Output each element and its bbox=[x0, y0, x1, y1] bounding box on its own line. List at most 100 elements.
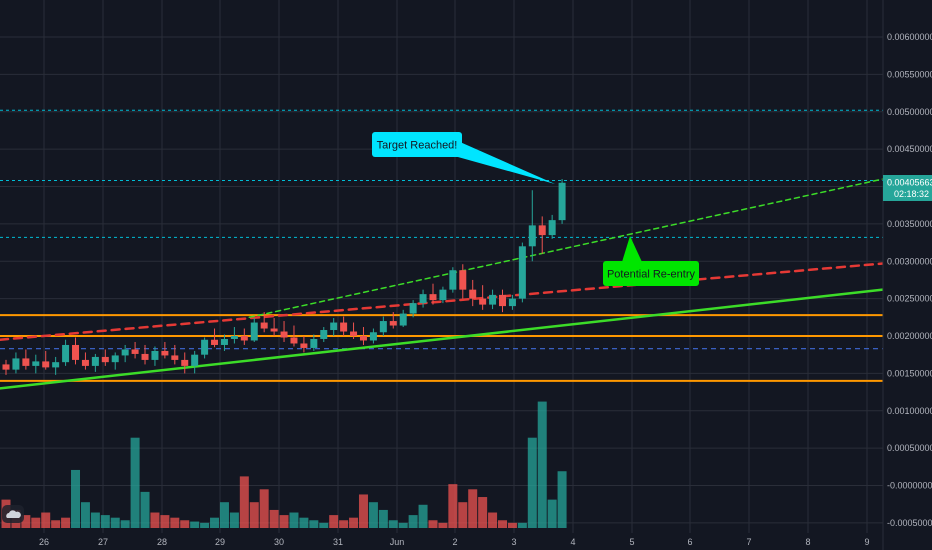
volume-bar bbox=[478, 497, 488, 528]
volume-bar bbox=[378, 509, 388, 528]
target-callout-box[interactable] bbox=[372, 132, 462, 157]
candle-body bbox=[12, 358, 20, 370]
candle-body bbox=[280, 331, 288, 338]
volume-bar bbox=[210, 517, 220, 528]
time-tick-label: 31 bbox=[333, 537, 343, 547]
volume-bar bbox=[299, 517, 309, 528]
candle-body bbox=[260, 322, 268, 329]
volume-bar bbox=[31, 517, 41, 528]
candle-body bbox=[250, 322, 258, 341]
volume-bar bbox=[468, 489, 478, 528]
candle-body bbox=[52, 362, 60, 368]
volume-bar bbox=[200, 522, 210, 528]
green-trend-dashed bbox=[248, 178, 884, 319]
last-price-box bbox=[883, 175, 932, 201]
time-tick-label: 5 bbox=[629, 537, 634, 547]
red-trend-dashed bbox=[0, 262, 885, 341]
candle-body bbox=[469, 289, 477, 299]
volume-bar bbox=[269, 509, 279, 528]
volume-bar bbox=[517, 522, 527, 528]
volume-bar bbox=[329, 515, 339, 528]
price-tick-label: 0.00600000 bbox=[887, 32, 932, 42]
volume-bar bbox=[438, 522, 448, 528]
candle-body bbox=[270, 328, 278, 332]
time-tick-labels: 26 27 28 29 30 31 Jun 2 3 4 5 6 7 8 9 bbox=[39, 537, 870, 547]
price-tick-labels: 0.00600000 0.00550000 0.00500000 0.00450000… bbox=[887, 32, 932, 528]
candle-body bbox=[201, 339, 209, 355]
candle-body bbox=[508, 298, 516, 307]
candle-body bbox=[42, 361, 50, 368]
candle-body bbox=[439, 289, 447, 301]
candle-body bbox=[419, 294, 427, 304]
candle-body bbox=[409, 303, 417, 314]
candle-body bbox=[379, 321, 387, 333]
volume-bar bbox=[537, 401, 547, 528]
price-tick-label: 0.00350000 bbox=[887, 219, 932, 229]
volume-bar bbox=[130, 437, 140, 528]
price-tick-label: 0.00150000 bbox=[887, 368, 932, 378]
candle-body bbox=[399, 313, 407, 326]
candle-body bbox=[479, 298, 487, 305]
volume-bar bbox=[498, 520, 507, 528]
candle-body bbox=[161, 350, 169, 356]
candle-body bbox=[310, 338, 318, 348]
volume-bar bbox=[279, 515, 289, 528]
candle-body bbox=[548, 220, 556, 236]
volume-bar bbox=[547, 499, 557, 528]
last-price-text: 0.00405663 bbox=[887, 178, 932, 188]
volume-bar bbox=[319, 522, 329, 528]
candle-body bbox=[121, 349, 129, 356]
horizontal-levels bbox=[0, 109, 883, 382]
price-tick-label: 0.00050000 bbox=[887, 443, 932, 453]
candle-body bbox=[558, 182, 566, 221]
volume-bar bbox=[428, 520, 438, 528]
time-tick-label: Jun bbox=[390, 537, 405, 547]
volume-bar bbox=[309, 520, 319, 528]
candle-body bbox=[131, 349, 139, 354]
price-axis-background bbox=[883, 0, 932, 550]
candle-body bbox=[230, 336, 238, 339]
price-axis[interactable] bbox=[882, 0, 932, 550]
candle-body bbox=[320, 330, 328, 339]
last-price-label: 0.00405663 02:18:32 bbox=[883, 175, 932, 201]
candle-body bbox=[151, 350, 159, 360]
candle-body bbox=[429, 294, 437, 301]
price-tick-label: 0.00500000 bbox=[887, 107, 932, 117]
candle-body bbox=[518, 246, 526, 299]
candle-body bbox=[499, 294, 506, 307]
volume-bar bbox=[61, 517, 71, 528]
countdown-text: 02:18:32 bbox=[894, 189, 929, 199]
candle-body bbox=[359, 336, 367, 341]
price-tick-label: 0.00250000 bbox=[887, 294, 932, 304]
time-tick-label: 29 bbox=[215, 537, 225, 547]
volume-bar bbox=[557, 471, 567, 528]
time-tick-label: 8 bbox=[805, 537, 810, 547]
time-tick-label: 9 bbox=[864, 537, 869, 547]
price-tick-label: 0.00550000 bbox=[887, 69, 932, 79]
candle-body bbox=[240, 336, 248, 341]
candle-body bbox=[330, 322, 338, 331]
candle-body bbox=[191, 354, 199, 366]
price-tick-label: 0.00300000 bbox=[887, 256, 932, 266]
volume-bar bbox=[527, 437, 537, 528]
logo-badge[interactable] bbox=[2, 505, 24, 523]
volume-bar bbox=[170, 517, 180, 528]
candle-body bbox=[22, 358, 30, 366]
volume-bar bbox=[448, 484, 458, 528]
volume-bar bbox=[219, 502, 229, 528]
price-tick-label: 0.00200000 bbox=[887, 331, 932, 341]
candle-body bbox=[141, 353, 149, 360]
volume-bar bbox=[160, 515, 170, 528]
volume-bar bbox=[358, 494, 368, 528]
time-tick-label: 3 bbox=[511, 537, 516, 547]
reentry-callout-box[interactable] bbox=[603, 261, 699, 286]
candle-body bbox=[181, 359, 189, 366]
volume-bar bbox=[368, 502, 378, 528]
volume-bar bbox=[90, 512, 100, 528]
time-tick-label: 28 bbox=[157, 537, 167, 547]
volume-bar bbox=[229, 512, 239, 528]
candle-body bbox=[91, 356, 99, 366]
volume-bar bbox=[180, 520, 190, 528]
grid-lines bbox=[0, 0, 883, 533]
